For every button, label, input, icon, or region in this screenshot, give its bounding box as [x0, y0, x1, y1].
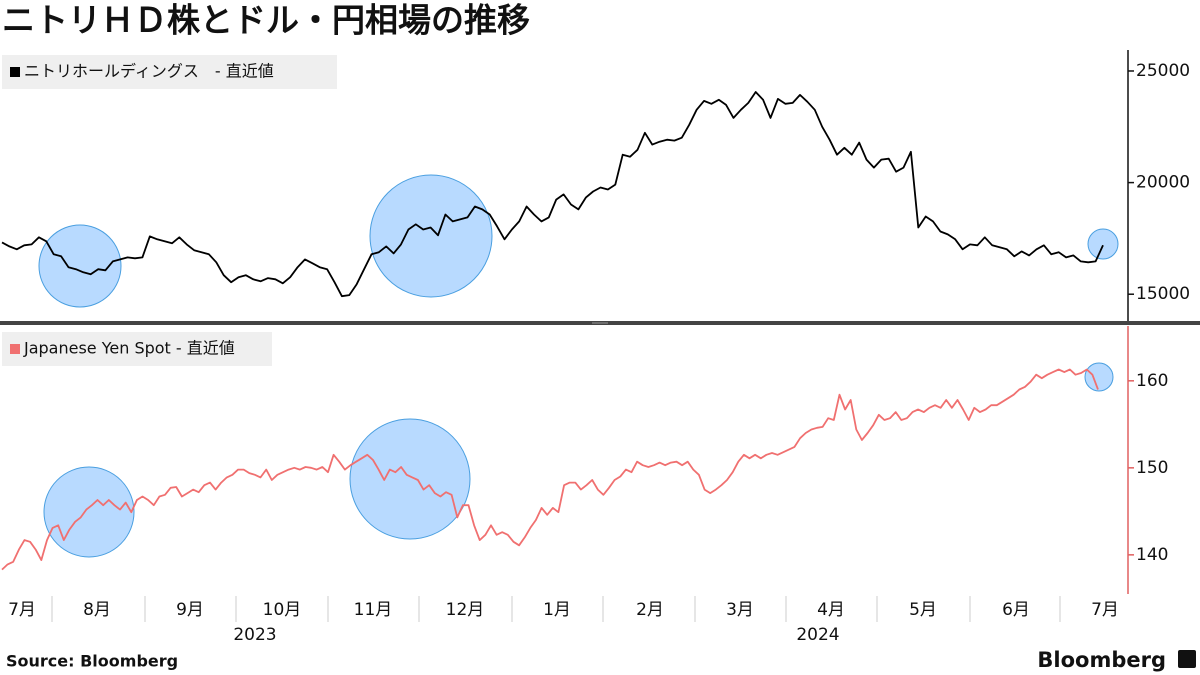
source-note: Source: Bloomberg [6, 652, 178, 671]
highlight-circle [369, 174, 493, 298]
highlight-circle [1087, 228, 1119, 260]
brand-logo: Bloomberg [1037, 648, 1166, 672]
data-line [1, 368, 1099, 571]
x-tick-label: 7月 [1091, 600, 1119, 620]
y-tick-label: 140 [1136, 545, 1168, 565]
x-tick-label: 10月 [263, 600, 302, 620]
highlight-circle [1084, 362, 1114, 392]
data-line [1, 91, 1104, 298]
x-tick-label: 3月 [726, 600, 754, 620]
y-tick-label: 160 [1136, 371, 1168, 391]
highlight-circle [38, 224, 122, 308]
brand-icon [1178, 650, 1196, 668]
legend-box [2, 55, 337, 89]
x-tick-label: 8月 [83, 600, 111, 620]
x-tick-label: 6月 [1002, 600, 1030, 620]
x-tick-label: 7月 [8, 600, 36, 620]
x-year-label: 2024 [796, 625, 839, 645]
x-tick-label: 1月 [543, 600, 571, 620]
legend-label: Japanese Yen Spot - 直近値 [23, 339, 235, 358]
x-tick-label: 11月 [354, 600, 393, 620]
y-tick-label: 15000 [1136, 284, 1190, 304]
y-tick-label: 150 [1136, 458, 1168, 478]
legend-box [2, 332, 272, 366]
x-tick-label: 9月 [176, 600, 204, 620]
legend-label: ニトリホールディングス - 直近値 [24, 62, 274, 81]
chart-title: ニトリＨＤ株とドル・円相場の推移 [2, 1, 530, 40]
highlight-circle [43, 466, 135, 558]
x-year-label: 2023 [233, 625, 276, 645]
x-tick-label: 4月 [817, 600, 845, 620]
highlight-circle [349, 418, 471, 540]
y-tick-label: 25000 [1136, 61, 1190, 81]
x-tick-label: 2月 [636, 600, 664, 620]
x-tick-label: 5月 [909, 600, 937, 620]
legend-swatch [10, 344, 20, 354]
y-tick-label: 20000 [1136, 173, 1190, 193]
legend-swatch [10, 67, 20, 77]
x-tick-label: 12月 [446, 600, 485, 620]
